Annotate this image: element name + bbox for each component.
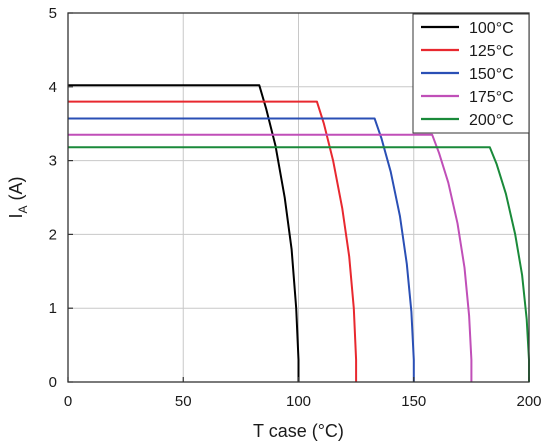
x-tick-label: 50 [175,393,192,410]
y-axis-title-subscript: A [16,205,30,213]
series-line-0 [68,84,300,382]
legend-label-0: 100°C [469,20,514,37]
legend-label-1: 125°C [469,43,514,60]
y-tick-label: 2 [49,226,57,243]
legend-label-4: 200°C [469,112,514,129]
legend: 100°C 125°C 150°C 175°C 200°C [412,13,530,134]
series-line-1 [68,100,358,382]
y-axis-title-main: I [6,214,26,219]
series-line-2 [68,117,415,382]
x-axis: 0 50 100 150 200 [64,377,542,410]
y-tick-label: 5 [49,5,57,22]
y-axis: 0 1 2 3 4 5 [49,5,73,391]
y-tick-label: 4 [49,79,57,96]
x-tick-label: 200 [516,393,541,410]
y-tick-label: 3 [49,153,57,170]
legend-label-2: 150°C [469,66,514,83]
y-tick-label: 0 [49,374,57,391]
series-lines [68,84,530,382]
x-tick-label: 150 [401,393,426,410]
x-tick-label: 100 [286,393,311,410]
x-tick-label: 0 [64,393,72,410]
x-axis-title: T case (°C) [253,421,344,441]
series-line-4 [68,146,530,382]
series-line-3 [68,133,473,382]
y-tick-label: 1 [49,300,57,317]
legend-label-3: 175°C [469,89,514,106]
y-axis-title: IA (A) [6,176,30,218]
y-axis-title-unit: (A) [6,176,26,205]
